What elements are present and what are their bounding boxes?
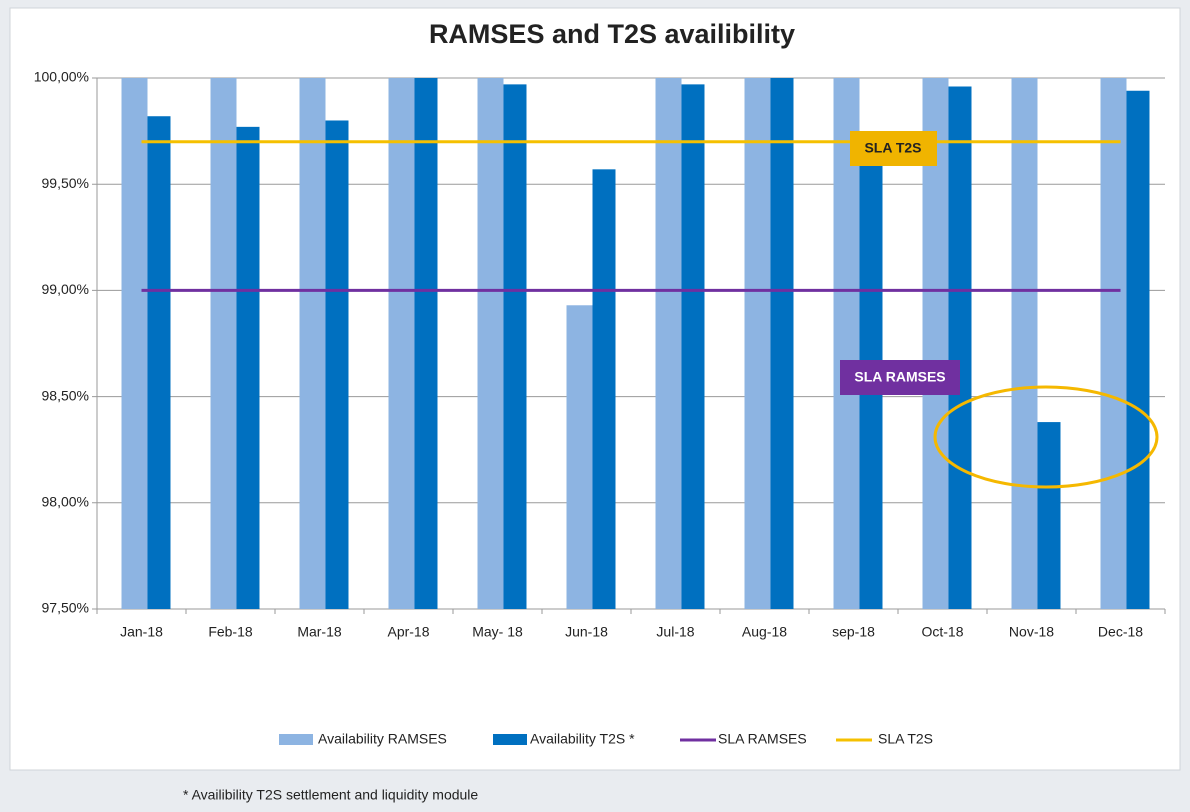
legend-swatch	[279, 734, 313, 745]
bar	[655, 78, 682, 609]
chart-title: RAMSES and T2S availibility	[429, 19, 795, 49]
y-tick-label: 98,00%	[42, 494, 89, 510]
annotation: SLA RAMSES	[854, 369, 945, 385]
legend-label: SLA RAMSES	[718, 731, 807, 747]
bar	[236, 126, 260, 610]
legend-label: Availability RAMSES	[318, 731, 447, 747]
bar	[566, 305, 593, 609]
x-tick-label: May- 18	[472, 624, 523, 640]
annotation-box	[850, 131, 937, 166]
bar	[1126, 90, 1150, 609]
y-tick-label: 99,00%	[42, 281, 89, 297]
x-tick-label: Mar-18	[297, 624, 342, 640]
bar	[770, 78, 794, 609]
x-tick-label: Aug-18	[742, 624, 787, 640]
y-tick-label: 98,50%	[42, 387, 89, 403]
bar	[503, 84, 527, 609]
bar	[1100, 78, 1127, 609]
x-tick-label: Jun-18	[565, 624, 608, 640]
bar	[1037, 422, 1061, 609]
x-tick-label: Nov-18	[1009, 624, 1054, 640]
bar	[681, 84, 705, 609]
x-tick-label: Jan-18	[120, 624, 163, 640]
bar	[592, 169, 616, 609]
highlight-ellipse	[933, 385, 1159, 489]
footnote: * Availibility T2S settlement and liquid…	[183, 787, 478, 803]
bar	[922, 78, 949, 609]
x-tick-label: Dec-18	[1098, 624, 1143, 640]
bar	[210, 78, 237, 609]
legend-label: SLA T2S	[878, 731, 933, 747]
bar	[325, 120, 349, 609]
bar	[1011, 78, 1038, 609]
legend-swatch	[493, 734, 527, 745]
x-tick-label: Oct-18	[921, 624, 963, 640]
bar	[744, 78, 771, 609]
bar	[948, 86, 972, 610]
annotation: SLA T2S	[864, 140, 921, 156]
bar	[299, 78, 326, 609]
bar	[388, 78, 415, 609]
x-tick-label: Apr-18	[387, 624, 429, 640]
bar	[414, 78, 438, 609]
x-tick-label: sep-18	[832, 624, 875, 640]
x-tick-label: Jul-18	[656, 624, 694, 640]
bar	[833, 78, 860, 609]
legend-label: Availability T2S *	[530, 731, 635, 747]
annotation-box	[840, 360, 960, 395]
y-tick-label: 100,00%	[34, 69, 89, 85]
bar	[477, 78, 504, 609]
x-tick-label: Feb-18	[208, 624, 253, 640]
bar	[147, 116, 171, 610]
y-tick-label: 97,50%	[42, 600, 89, 616]
bar	[121, 78, 148, 609]
y-tick-label: 99,50%	[42, 175, 89, 191]
